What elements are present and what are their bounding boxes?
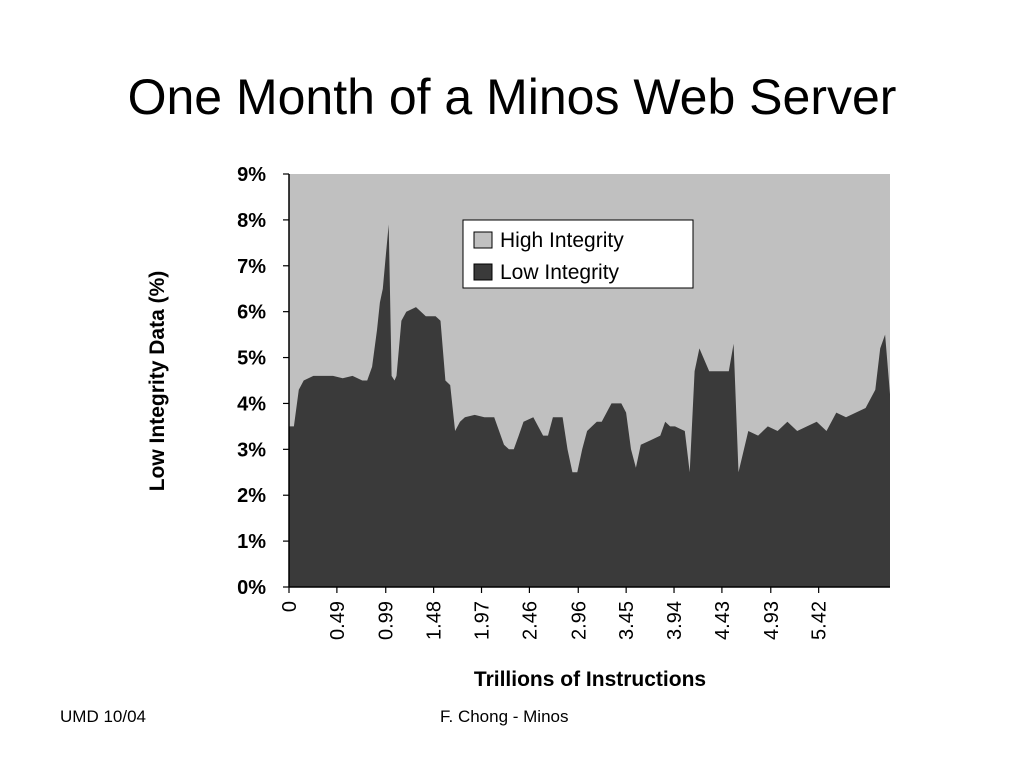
footer-left: UMD 10/04 — [60, 707, 146, 726]
x-tick-label: 1.48 — [424, 601, 446, 640]
x-tick-label: 2.96 — [568, 601, 590, 640]
x-tick-label: 3.45 — [616, 601, 638, 640]
y-tick-label: 4% — [237, 393, 266, 415]
x-axis-ticks: 0 0.49 0.99 1.48 1.97 2.46 2.96 3.45 3.94 4.43 4.9… — [279, 587, 831, 640]
x-tick-label: 4.43 — [712, 601, 734, 640]
y-tick-label: 5% — [237, 348, 266, 370]
y-tick-label: 1% — [237, 531, 266, 553]
y-tick-label: 3% — [237, 439, 266, 461]
y-tick-label: 7% — [237, 256, 266, 278]
y-tick-label: 0% — [237, 577, 266, 599]
legend-label-high-integrity: High Integrity — [500, 229, 624, 252]
footer-center: F. Chong - Minos — [440, 707, 569, 726]
legend: High Integrity Low Integrity — [462, 219, 694, 289]
x-tick-label: 1.97 — [472, 601, 494, 640]
legend-swatch-low-integrity — [473, 263, 493, 281]
low-integrity-area — [289, 224, 890, 587]
legend-label-low-integrity: Low Integrity — [500, 261, 620, 284]
x-tick-label: 0 — [279, 601, 301, 612]
y-tick-label: 8% — [237, 210, 266, 232]
legend-box — [462, 219, 694, 289]
x-tick-label: 5.42 — [809, 601, 831, 640]
chart: 0% 1% 2% 3% 4% 5% 6% 7% 8% 9% 0 0.49 0.99 1.48 1.97 2.… — [146, 164, 890, 691]
x-axis-title: Trillions of Instructions — [474, 668, 706, 691]
x-tick-label: 2.46 — [519, 601, 541, 640]
slide-title: One Month of a Minos Web Server — [127, 69, 897, 125]
y-axis-title: Low Integrity Data (%) — [146, 271, 169, 492]
legend-swatch-high-integrity — [473, 231, 493, 249]
y-tick-label: 9% — [237, 164, 266, 186]
y-tick-label: 2% — [237, 485, 266, 507]
x-tick-label: 4.93 — [761, 601, 783, 640]
y-axis-ticks: 0% 1% 2% 3% 4% 5% 6% 7% 8% 9% — [237, 164, 289, 599]
y-tick-label: 6% — [237, 302, 266, 324]
x-tick-label: 0.49 — [327, 601, 349, 640]
x-tick-label: 0.99 — [376, 601, 398, 640]
x-tick-label: 3.94 — [664, 601, 686, 640]
